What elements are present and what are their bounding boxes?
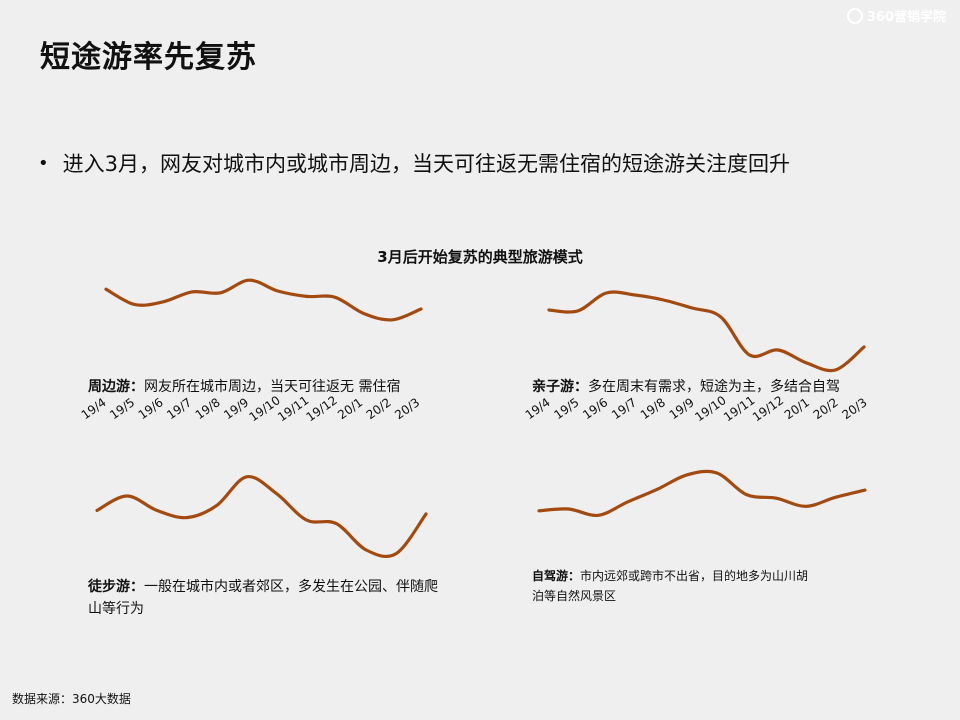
data-point-zhoubian-8: [333, 296, 337, 299]
data-point-zijia-6: [715, 471, 719, 475]
x-tick-label-zhoubian: 19/7: [164, 395, 194, 422]
data-point-tubu-1: [125, 494, 129, 498]
desc-zhoubian-title: 周边游: [88, 379, 130, 395]
data-point-zijia-1: [567, 507, 570, 511]
data-point-tubu-3: [185, 516, 188, 519]
data-point-qinzi-6: [719, 315, 723, 319]
x-tick-label-zhoubian: 19/8: [193, 395, 223, 422]
chart-heading: 3月后开始复苏的典型旅游模式: [377, 248, 583, 266]
bullet-dot-icon: •: [38, 152, 49, 174]
data-point-tubu-4: [215, 504, 218, 507]
series-line-tubu: [95, 475, 428, 559]
data-point-qinzi-10: [834, 368, 837, 372]
x-tick-label-zhoubian: 19/5: [107, 395, 137, 422]
desc-tubu: 徒步游：一般在城市内或者郊区，多发生在公园、伴随爬山等行为: [88, 579, 438, 617]
series-line-qinzi: [547, 290, 866, 373]
data-point-zijia-8: [774, 497, 778, 500]
page-title: 短途游率先复苏: [40, 40, 257, 75]
desc-qinzi: 亲子游：多在周末有需求，短途为主，多结合自驾: [532, 379, 840, 395]
data-point-zijia-9: [804, 505, 807, 508]
data-point-zhoubian-6: [276, 289, 280, 293]
data-point-zijia-0: [537, 509, 541, 512]
data-source: 数据来源：360大数据: [12, 692, 131, 706]
data-point-zijia-10: [834, 496, 837, 499]
data-point-tubu-2: [155, 509, 159, 512]
data-point-qinzi-8: [776, 348, 780, 352]
data-point-qinzi-2: [605, 291, 608, 295]
data-point-zhoubian-4: [219, 291, 222, 294]
desc-zijia-text: 市内远郊或跨市不出省，目的地多为山川胡泊等自然风景区: [532, 569, 809, 603]
x-tick-label-qinzi: 20/1: [782, 395, 812, 422]
logo-text: 360营销学院: [866, 10, 946, 25]
data-point-zhoubian-7: [305, 295, 308, 298]
x-tick-label-zhoubian: 20/2: [364, 395, 394, 422]
data-point-zhoubian-2: [162, 300, 165, 303]
data-point-tubu-8: [335, 522, 338, 525]
data-point-zhoubian-5: [247, 279, 251, 282]
data-point-zhoubian-11: [419, 307, 423, 311]
data-point-tubu-11: [424, 512, 428, 516]
series-line-zhoubian: [104, 278, 423, 322]
x-tick-label-qinzi: 19/5: [551, 395, 581, 422]
x-tick-label-qinzi: 19/7: [609, 395, 639, 422]
data-point-qinzi-4: [662, 298, 665, 302]
data-point-qinzi-3: [633, 293, 637, 297]
x-tick-label-zhoubian: 19/9: [221, 395, 251, 422]
desc-zhoubian: 周边游：网友所在城市周边，当天可往返无 需住宿: [88, 379, 401, 395]
data-point-qinzi-9: [805, 361, 808, 365]
x-tick-label-zhoubian: 19/6: [136, 395, 166, 422]
x-tick-label-zhoubian: 20/3: [392, 395, 422, 422]
x-tick-label-qinzi: 19/8: [638, 395, 668, 422]
desc-qinzi-title: 亲子游: [532, 379, 574, 395]
data-point-tubu-5: [245, 475, 248, 478]
data-point-tubu-6: [275, 492, 278, 495]
x-tick-label-qinzi: 19/9: [667, 395, 697, 422]
desc-zhoubian-text: 网友所在城市周边，当天可往返无 需住宿: [144, 379, 401, 395]
data-point-tubu-9: [364, 548, 368, 552]
data-point-tubu-0: [95, 509, 99, 512]
data-point-zijia-7: [745, 493, 748, 496]
desc-tubu-title: 徒步游: [88, 579, 130, 595]
desc-zijia-title: 自驾游: [532, 569, 569, 583]
x-tick-label-zhoubian: 20/1: [335, 395, 365, 422]
logo-icon: [846, 7, 863, 24]
x-tick-label-qinzi: 20/2: [811, 395, 841, 422]
data-point-zhoubian-1: [133, 303, 136, 306]
data-point-zijia-2: [597, 514, 600, 517]
data-point-qinzi-11: [862, 345, 866, 349]
bullet-point: • 进入3月，网友对城市内或城市周边，当天可往返无需住宿的短途游关注度回升: [38, 148, 790, 178]
bullet-text: 进入3月，网友对城市内或城市周边，当天可往返无需住宿的短途游关注度回升: [62, 152, 790, 176]
x-tick-label-qinzi: 19/6: [580, 395, 610, 422]
data-point-qinzi-0: [547, 308, 551, 312]
desc-zijia: 自驾游：市内远郊或跨市不出省，目的地多为山川胡泊等自然风景区: [532, 569, 809, 603]
data-point-zijia-3: [626, 500, 630, 503]
data-point-tubu-7: [305, 518, 308, 522]
data-point-zijia-11: [863, 488, 867, 492]
series-line-zijia: [537, 469, 867, 518]
data-point-qinzi-5: [690, 306, 694, 310]
x-tick-label-qinzi: 20/3: [839, 395, 869, 422]
x-tick-label-zhoubian: 19/4: [79, 395, 109, 422]
data-point-zhoubian-9: [362, 312, 365, 315]
data-point-tubu-10: [394, 552, 398, 555]
data-point-qinzi-1: [576, 309, 579, 313]
data-point-zhoubian-0: [104, 288, 108, 291]
data-point-zhoubian-3: [190, 290, 194, 294]
desc-qinzi-text: 多在周末有需求，短途为主，多结合自驾: [588, 379, 840, 395]
desc-tubu-text: 一般在城市内或者郊区，多发生在公园、伴随爬山等行为: [88, 579, 438, 617]
brand-logo: 360营销学院: [846, 6, 946, 25]
data-point-qinzi-7: [748, 353, 751, 357]
data-point-zhoubian-10: [391, 318, 394, 321]
data-point-zijia-4: [656, 488, 659, 491]
data-point-zijia-5: [685, 473, 689, 476]
x-tick-label-qinzi: 19/4: [523, 395, 553, 422]
